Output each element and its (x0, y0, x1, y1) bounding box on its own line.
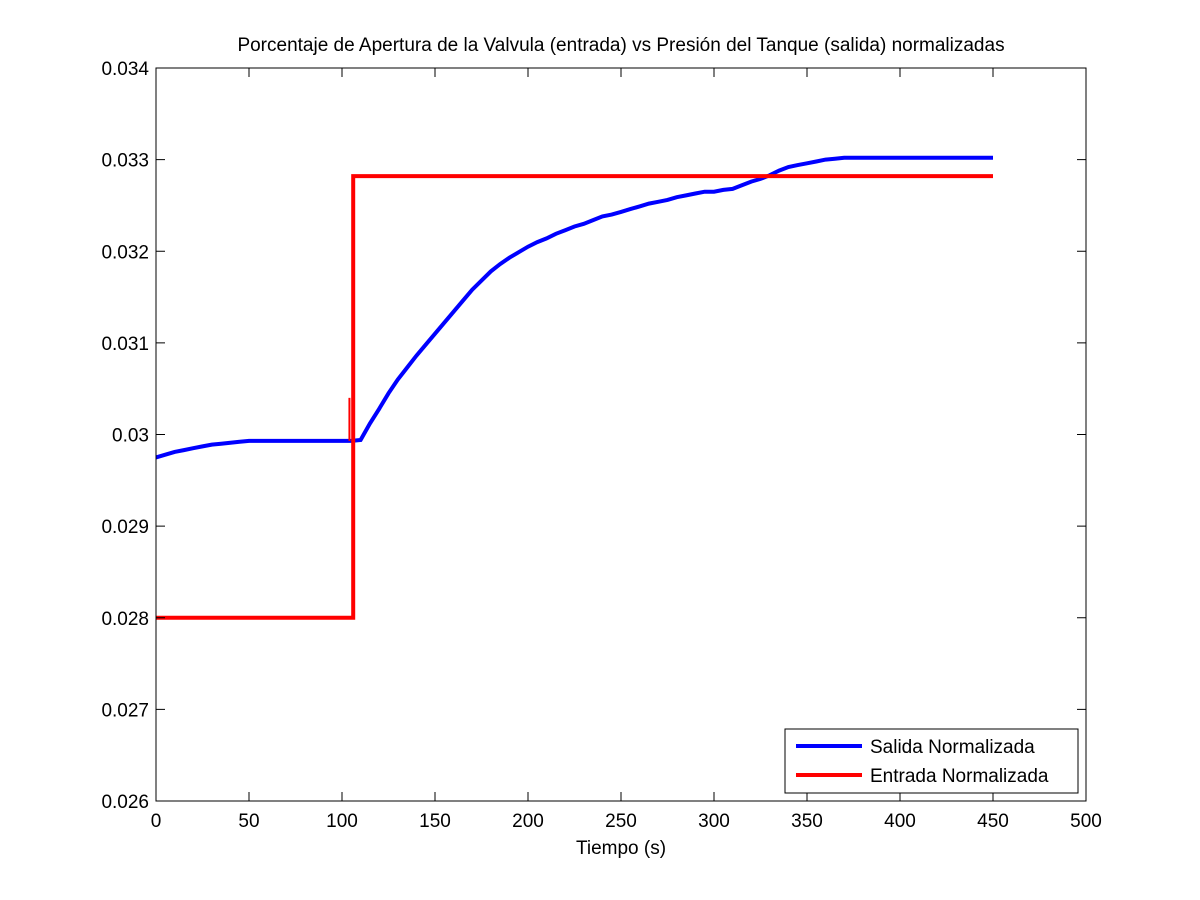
x-tick-label: 350 (791, 811, 823, 832)
y-tick-label: 0.027 (101, 700, 149, 721)
y-tick-label: 0.026 (101, 792, 149, 813)
chart-title: Porcentaje de Apertura de la Valvula (en… (237, 35, 1004, 56)
legend: Salida Normalizada Entrada Normalizada (784, 728, 1079, 794)
legend-label-salida: Salida Normalizada (870, 737, 1035, 758)
x-tick-label: 150 (419, 811, 451, 832)
x-axis-label: Tiempo (s) (576, 838, 666, 859)
series-line-entrada (156, 174, 993, 620)
x-tick-label: 0 (151, 811, 162, 832)
y-tick-label: 0.029 (101, 517, 149, 538)
x-tick-label: 200 (512, 811, 544, 832)
y-axis-ticks: 0.026 0.027 0.028 0.029 0.03 0.031 0.032 0.033 0… (101, 59, 1086, 813)
x-axis-ticks: 0 50 100 150 200 250 300 350 400 450 500 (151, 68, 1102, 832)
y-tick-label: 0.03 (112, 426, 149, 447)
plot-area (156, 68, 1086, 801)
y-tick-label: 0.032 (101, 242, 149, 263)
x-tick-label: 100 (326, 811, 358, 832)
x-tick-label: 300 (698, 811, 730, 832)
x-tick-label: 400 (884, 811, 916, 832)
series-line-salida (155, 155, 993, 460)
x-tick-label: 250 (605, 811, 637, 832)
x-tick-label: 450 (977, 811, 1009, 832)
y-tick-label: 0.028 (101, 609, 149, 630)
legend-box (784, 728, 1079, 794)
y-tick-label: 0.034 (101, 59, 149, 80)
legend-label-entrada: Entrada Normalizada (870, 766, 1049, 787)
x-tick-label: 500 (1070, 811, 1102, 832)
y-tick-label: 0.031 (101, 334, 149, 355)
series-layer (155, 155, 993, 620)
y-tick-label: 0.033 (101, 151, 149, 172)
x-tick-label: 50 (238, 811, 259, 832)
